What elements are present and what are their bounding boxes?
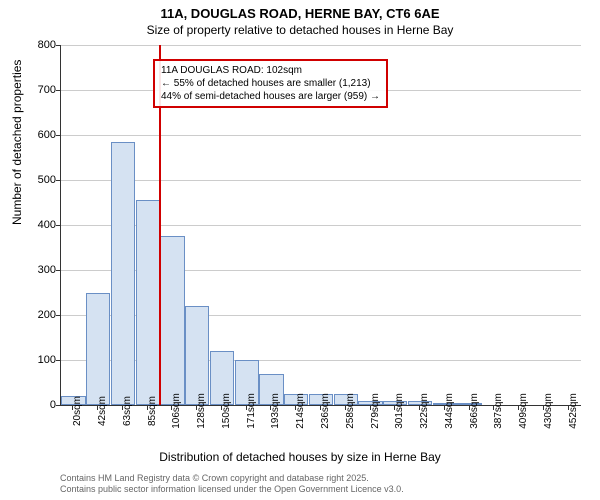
x-tick-label: 42sqm <box>97 396 108 426</box>
y-tick-mark <box>56 315 61 316</box>
x-tick-label: 171sqm <box>246 393 257 429</box>
attribution-line2: Contains public sector information licen… <box>60 484 404 496</box>
x-tick-label: 214sqm <box>295 393 306 429</box>
y-tick-mark <box>56 270 61 271</box>
x-tick-label: 279sqm <box>370 393 381 429</box>
y-tick-mark <box>56 135 61 136</box>
y-tick-label: 700 <box>16 84 56 96</box>
y-tick-mark <box>56 90 61 91</box>
histogram-bar <box>160 236 184 405</box>
y-tick-label: 400 <box>16 219 56 231</box>
attribution-line1: Contains HM Land Registry data © Crown c… <box>60 473 404 485</box>
y-tick-label: 800 <box>16 39 56 51</box>
plot-area: 11A DOUGLAS ROAD: 102sqm ← 55% of detach… <box>60 45 581 406</box>
callout-line3: 44% of semi-detached houses are larger (… <box>161 90 380 103</box>
chart-title: 11A, DOUGLAS ROAD, HERNE BAY, CT6 6AE <box>0 0 600 23</box>
histogram-bar <box>185 306 209 405</box>
x-tick-label: 63sqm <box>122 396 133 426</box>
y-tick-label: 300 <box>16 264 56 276</box>
y-tick-label: 600 <box>16 129 56 141</box>
x-tick-label: 106sqm <box>171 393 182 429</box>
grid-line <box>61 180 581 181</box>
x-tick-label: 236sqm <box>320 393 331 429</box>
callout-box: 11A DOUGLAS ROAD: 102sqm ← 55% of detach… <box>153 59 388 108</box>
x-axis-label: Distribution of detached houses by size … <box>0 450 600 464</box>
grid-line <box>61 135 581 136</box>
y-tick-label: 100 <box>16 354 56 366</box>
attribution: Contains HM Land Registry data © Crown c… <box>60 473 404 496</box>
x-tick-label: 366sqm <box>469 393 480 429</box>
histogram-bar <box>136 200 160 405</box>
chart-subtitle: Size of property relative to detached ho… <box>0 23 600 41</box>
x-tick-label: 301sqm <box>394 393 405 429</box>
x-tick-label: 344sqm <box>444 393 455 429</box>
y-ticks: 0100200300400500600700800 <box>15 45 60 405</box>
y-tick-label: 500 <box>16 174 56 186</box>
y-tick-mark <box>56 360 61 361</box>
x-tick-label: 85sqm <box>147 396 158 426</box>
y-tick-label: 200 <box>16 309 56 321</box>
x-tick-label: 322sqm <box>419 393 430 429</box>
x-tick-label: 409sqm <box>518 393 529 429</box>
y-tick-mark <box>56 180 61 181</box>
x-tick-label: 150sqm <box>221 393 232 429</box>
x-tick-label: 387sqm <box>493 393 504 429</box>
x-tick-label: 452sqm <box>568 393 579 429</box>
x-tick-label: 193sqm <box>270 393 281 429</box>
callout-line2: ← 55% of detached houses are smaller (1,… <box>161 77 380 90</box>
y-tick-label: 0 <box>16 399 56 411</box>
x-ticks: 20sqm42sqm63sqm85sqm106sqm128sqm150sqm17… <box>60 405 580 445</box>
chart-container: 11A, DOUGLAS ROAD, HERNE BAY, CT6 6AE Si… <box>0 0 600 500</box>
y-tick-mark <box>56 225 61 226</box>
histogram-bar <box>86 293 110 406</box>
histogram-bar <box>111 142 135 405</box>
callout-line1: 11A DOUGLAS ROAD: 102sqm <box>161 64 380 77</box>
grid-line <box>61 45 581 46</box>
y-tick-mark <box>56 45 61 46</box>
x-tick-label: 20sqm <box>72 396 83 426</box>
x-tick-label: 430sqm <box>543 393 554 429</box>
x-tick-label: 258sqm <box>345 393 356 429</box>
x-tick-label: 128sqm <box>196 393 207 429</box>
